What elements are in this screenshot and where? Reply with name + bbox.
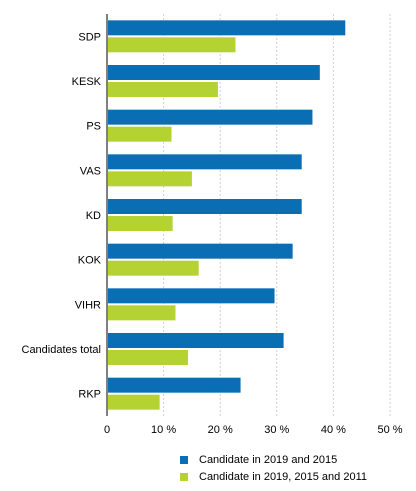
legend-swatch-series-2 (180, 472, 188, 481)
bar-2-8 (108, 394, 160, 410)
bar-2-1 (108, 82, 218, 97)
bar-1-4 (108, 199, 302, 214)
x-tick-label-4: 40 % (321, 424, 346, 436)
bar-2-3 (108, 171, 192, 187)
category-label-6: VIHR (75, 299, 101, 311)
gridlines (106, 14, 391, 416)
x-tick-label-2: 20 % (208, 424, 233, 436)
x-tick-label-0: 0 (104, 424, 110, 436)
bar-2-7 (108, 350, 188, 365)
category-label-1: KESK (72, 76, 102, 88)
legend-swatch-series-1 (180, 455, 188, 464)
category-label-0: SDP (78, 31, 101, 43)
legend-item-series-1: Candidate in 2019 and 2015 (180, 451, 367, 468)
bar-2-0 (108, 37, 236, 53)
bar-1-0 (108, 20, 346, 36)
category-label-7: Candidates total (22, 344, 102, 356)
bar-2-2 (108, 126, 172, 142)
x-tick-label-1: 10 % (151, 424, 176, 436)
bar-1-3 (108, 154, 302, 170)
bar-1-6 (108, 288, 275, 304)
legend-label-series-1: Candidate in 2019 and 2015 (199, 453, 338, 466)
bars (108, 20, 346, 410)
bar-2-6 (108, 305, 176, 321)
category-label-5: KOK (78, 255, 102, 267)
legend-label-series-2: Candidate in 2019, 2015 and 2011 (199, 470, 367, 483)
bar-2-5 (108, 260, 199, 276)
bar-1-1 (108, 65, 320, 80)
x-axis-ticks: 0 10 % 20 % 30 % 40 % 50 % (104, 424, 403, 436)
bar-1-2 (108, 109, 313, 125)
bar-1-5 (108, 243, 293, 259)
category-label-2: PS (86, 121, 101, 133)
x-tick-label-3: 30 % (264, 424, 289, 436)
x-tick-label-5: 50 % (377, 424, 402, 436)
category-labels: SDP KESK PS VAS KD KOK VIHR Candidates total RKP (22, 31, 102, 400)
category-label-8: RKP (78, 389, 101, 401)
legend-item-series-2: Candidate in 2019, 2015 and 2011 (180, 468, 367, 485)
legend: Candidate in 2019 and 2015 Candidate in … (180, 451, 367, 485)
bar-1-7 (108, 333, 284, 348)
category-label-4: KD (86, 210, 101, 222)
bar-1-8 (108, 377, 241, 393)
bar-2-4 (108, 216, 173, 231)
category-label-3: VAS (80, 165, 101, 177)
